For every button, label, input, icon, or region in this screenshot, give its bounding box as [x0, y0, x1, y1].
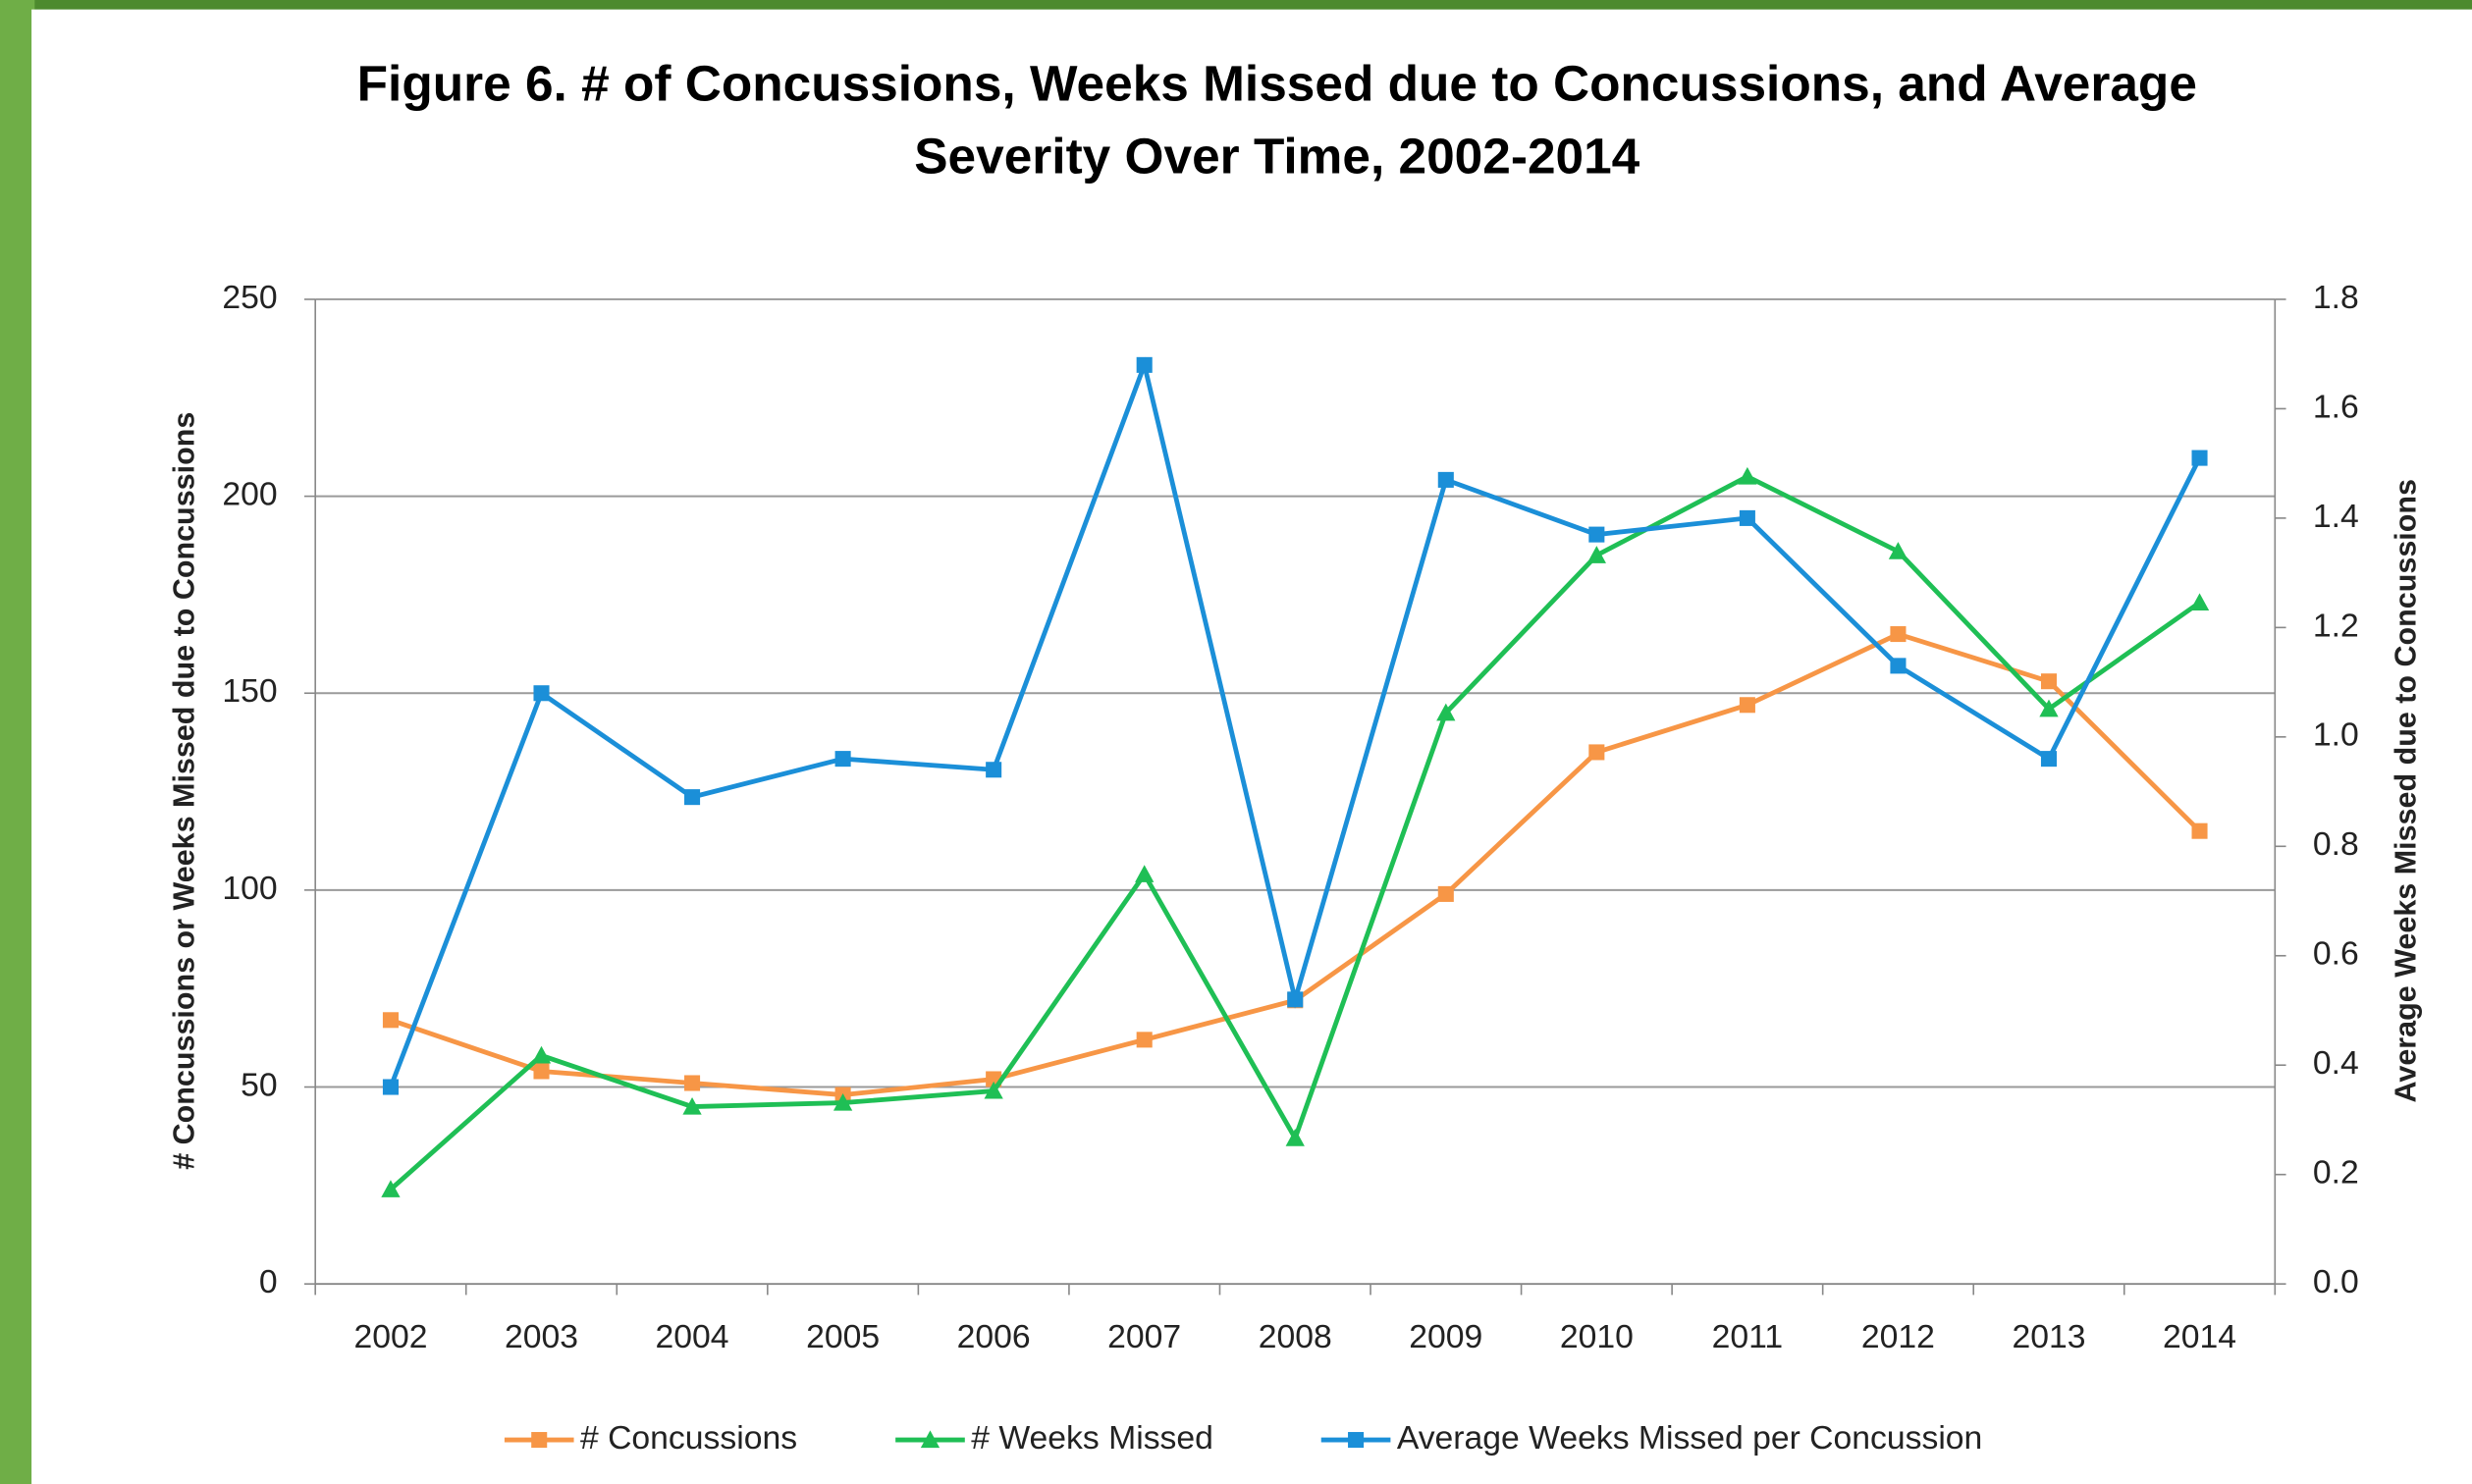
- point: [531, 1045, 552, 1064]
- point: [684, 1075, 701, 1091]
- y-tick-label: 0: [259, 1263, 278, 1300]
- y2-tick-label: 0.8: [2313, 825, 2359, 863]
- point: [1888, 542, 1908, 559]
- x-tick-label: 2014: [2163, 1318, 2236, 1355]
- y2-tick-label: 0.2: [2313, 1154, 2359, 1192]
- y-tick-label: 50: [241, 1066, 278, 1103]
- point: [531, 1432, 548, 1449]
- point: [1738, 466, 1757, 485]
- point: [1586, 546, 1606, 563]
- point: [984, 1081, 1003, 1099]
- point: [1739, 509, 1755, 526]
- point: [1287, 991, 1304, 1008]
- y-tick-label: 100: [222, 870, 277, 907]
- legend-label: # Concussions: [580, 1419, 797, 1457]
- y2-tick-label: 0.4: [2313, 1044, 2359, 1082]
- point: [833, 1092, 853, 1111]
- y-tick-label: 250: [222, 279, 277, 316]
- point: [2191, 822, 2208, 839]
- point: [533, 685, 550, 702]
- point: [1437, 885, 1454, 902]
- point: [1285, 1129, 1305, 1146]
- x-tick-label: 2005: [806, 1318, 880, 1355]
- point: [382, 1079, 399, 1095]
- point: [920, 1430, 940, 1449]
- panel: [31, 9, 2472, 1484]
- x-tick-label: 2012: [1861, 1318, 1935, 1355]
- y2-tick-label: 1.0: [2313, 716, 2359, 754]
- x-tick-label: 2002: [353, 1318, 427, 1355]
- point: [533, 1063, 550, 1080]
- point: [2040, 673, 2058, 690]
- x-tick-label: 2008: [1259, 1318, 1332, 1355]
- left-border: [0, 0, 35, 1484]
- y2-tick-label: 0.6: [2313, 935, 2359, 973]
- point: [682, 1096, 702, 1115]
- y2-tick-label: 0.0: [2313, 1263, 2359, 1300]
- point: [1588, 744, 1605, 761]
- x-tick-label: 2013: [2012, 1318, 2085, 1355]
- y-tick-label: 200: [222, 476, 277, 513]
- point: [1135, 865, 1155, 882]
- point: [2189, 593, 2210, 610]
- x-tick-label: 2009: [1409, 1318, 1482, 1355]
- point: [1890, 626, 1907, 643]
- point: [834, 751, 851, 768]
- y2-axis-label: Average Weeks Missed due to Concussions: [2389, 479, 2422, 1102]
- point: [382, 1012, 399, 1029]
- point: [381, 1180, 401, 1197]
- x-tick-label: 2007: [1107, 1318, 1181, 1355]
- point: [1136, 1032, 1153, 1048]
- point: [1136, 356, 1153, 373]
- x-tick-label: 2011: [1712, 1318, 1784, 1355]
- point: [2040, 751, 2058, 768]
- y2-tick-label: 1.2: [2313, 607, 2359, 644]
- point: [2039, 699, 2059, 717]
- chart-title: Figure 6. # of Concussions, Weeks Missed…: [356, 55, 2197, 185]
- point: [1890, 658, 1907, 674]
- y-tick-label: 150: [222, 672, 277, 710]
- y2-tick-label: 1.8: [2313, 279, 2359, 316]
- x-tick-label: 2010: [1560, 1318, 1634, 1355]
- x-tick-label: 2004: [656, 1318, 729, 1355]
- point: [1739, 697, 1755, 714]
- point: [1437, 471, 1454, 488]
- y2-tick-label: 1.6: [2313, 388, 2359, 425]
- point: [986, 762, 1002, 778]
- point: [1436, 703, 1456, 721]
- legend-label: Average Weeks Missed per Concussion: [1397, 1419, 1982, 1457]
- y-axis-label: # Concussions or Weeks Missed due to Con…: [168, 412, 201, 1170]
- point: [1348, 1432, 1365, 1449]
- point: [2191, 450, 2208, 466]
- legend-label: # Weeks Missed: [971, 1419, 1213, 1457]
- point: [1588, 526, 1605, 543]
- x-tick-label: 2003: [505, 1318, 578, 1355]
- point: [684, 789, 701, 806]
- y2-tick-label: 1.4: [2313, 498, 2359, 535]
- x-tick-label: 2006: [957, 1318, 1031, 1355]
